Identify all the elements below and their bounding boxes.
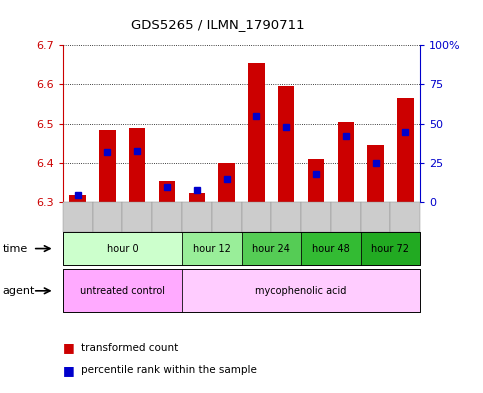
- Text: agent: agent: [2, 286, 35, 296]
- Text: untreated control: untreated control: [80, 286, 165, 296]
- Bar: [368, 145, 384, 202]
- Text: mycophenolic acid: mycophenolic acid: [256, 286, 347, 296]
- Text: time: time: [2, 244, 28, 253]
- Text: transformed count: transformed count: [81, 343, 178, 353]
- Text: hour 48: hour 48: [312, 244, 350, 253]
- Bar: [397, 98, 413, 202]
- Text: hour 0: hour 0: [107, 244, 138, 253]
- Text: hour 24: hour 24: [252, 244, 290, 253]
- Text: hour 72: hour 72: [371, 244, 410, 253]
- Text: ■: ■: [63, 341, 74, 354]
- Bar: [159, 181, 175, 202]
- Text: ■: ■: [63, 364, 74, 377]
- Bar: [70, 195, 86, 202]
- Bar: [99, 130, 115, 202]
- Text: hour 12: hour 12: [193, 244, 231, 253]
- Bar: [278, 86, 294, 202]
- Text: GDS5265 / ILMN_1790711: GDS5265 / ILMN_1790711: [130, 18, 304, 31]
- Bar: [308, 159, 324, 202]
- Bar: [189, 193, 205, 202]
- Bar: [218, 163, 235, 202]
- Bar: [248, 63, 265, 202]
- Bar: [129, 128, 145, 202]
- Bar: [338, 122, 354, 202]
- Text: percentile rank within the sample: percentile rank within the sample: [81, 365, 257, 375]
